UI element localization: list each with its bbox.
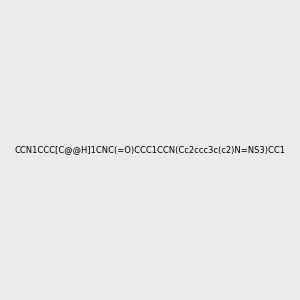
- Text: CCN1CCC[C@@H]1CNC(=O)CCC1CCN(Cc2ccc3c(c2)N=NS3)CC1: CCN1CCC[C@@H]1CNC(=O)CCC1CCN(Cc2ccc3c(c2…: [14, 146, 286, 154]
